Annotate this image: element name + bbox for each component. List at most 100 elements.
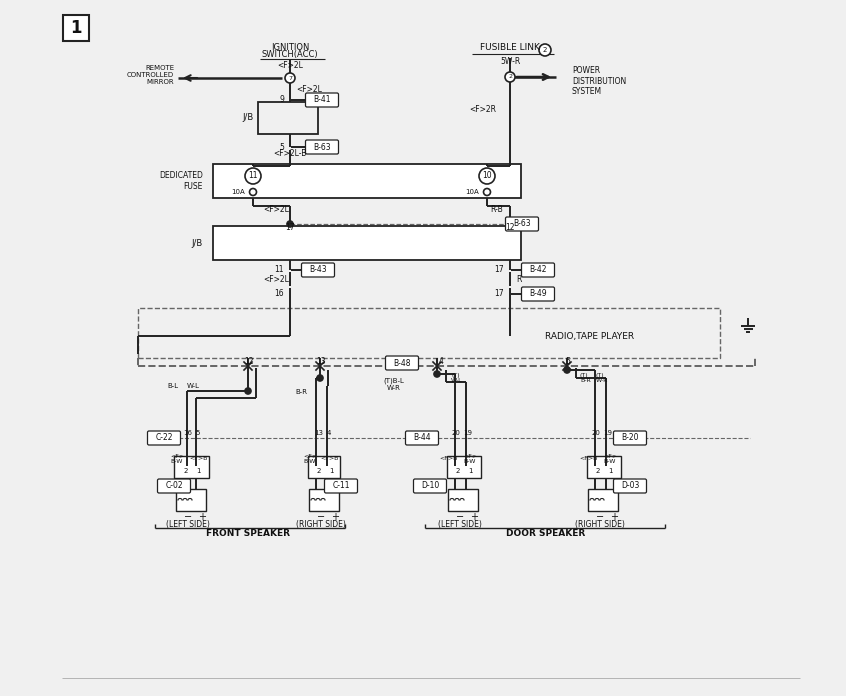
Text: 17: 17 <box>494 290 504 299</box>
Bar <box>213 226 521 260</box>
Text: SWITCH(ACC): SWITCH(ACC) <box>261 51 318 59</box>
Circle shape <box>507 221 513 227</box>
Bar <box>448 489 478 511</box>
Text: 2: 2 <box>316 468 321 474</box>
Text: B-20: B-20 <box>621 434 639 443</box>
Text: DEDICATED
FUSE: DEDICATED FUSE <box>159 171 203 191</box>
Text: B-L: B-L <box>167 383 178 389</box>
Text: <F>
B-W: <F> B-W <box>303 454 317 464</box>
FancyBboxPatch shape <box>506 217 539 231</box>
Text: 5: 5 <box>566 358 570 367</box>
Text: B-48: B-48 <box>393 358 411 367</box>
Text: 2: 2 <box>456 468 460 474</box>
Circle shape <box>434 371 440 377</box>
FancyBboxPatch shape <box>301 263 334 277</box>
FancyBboxPatch shape <box>325 479 358 493</box>
Text: 5: 5 <box>195 430 201 436</box>
Circle shape <box>484 189 491 196</box>
Text: B-63: B-63 <box>313 143 331 152</box>
Text: R: R <box>516 276 521 285</box>
Text: 5W-R: 5W-R <box>500 58 520 67</box>
Text: (LEFT SIDE): (LEFT SIDE) <box>166 519 210 528</box>
Bar <box>447 456 481 478</box>
Text: D-10: D-10 <box>420 482 439 491</box>
Text: <F>B: <F>B <box>190 457 208 461</box>
Text: 1: 1 <box>70 19 82 37</box>
Text: B-63: B-63 <box>514 219 530 228</box>
FancyBboxPatch shape <box>613 431 646 445</box>
Text: 20: 20 <box>452 430 460 436</box>
Text: 9: 9 <box>279 95 284 104</box>
Text: B-49: B-49 <box>530 290 547 299</box>
Text: J/B: J/B <box>192 239 203 248</box>
Text: <F>2L: <F>2L <box>263 205 289 214</box>
Text: 19: 19 <box>464 430 473 436</box>
Text: RADIO,TAPE PLAYER: RADIO,TAPE PLAYER <box>546 331 634 340</box>
FancyBboxPatch shape <box>386 356 419 370</box>
Text: R-B: R-B <box>490 205 503 214</box>
Text: 13: 13 <box>315 430 323 436</box>
Text: D-03: D-03 <box>621 482 640 491</box>
FancyBboxPatch shape <box>147 431 180 445</box>
Circle shape <box>245 388 251 394</box>
Text: <F>2R: <F>2R <box>469 106 496 115</box>
Text: +: + <box>331 512 339 522</box>
FancyBboxPatch shape <box>521 263 554 277</box>
Text: <F>2L: <F>2L <box>263 276 289 285</box>
Bar <box>174 456 209 478</box>
Text: 12: 12 <box>244 358 254 367</box>
Circle shape <box>539 44 551 56</box>
Text: REMOTE
CONTROLLED
MIRROR: REMOTE CONTROLLED MIRROR <box>127 65 174 85</box>
Text: 2: 2 <box>596 468 600 474</box>
Text: POWER
DISTRIBUTION
SYSTEM: POWER DISTRIBUTION SYSTEM <box>572 66 626 96</box>
Text: 10: 10 <box>482 171 492 180</box>
Text: −: − <box>184 512 192 522</box>
Text: C-11: C-11 <box>332 482 349 491</box>
Text: C-22: C-22 <box>156 434 173 443</box>
Bar <box>587 456 621 478</box>
Text: 16: 16 <box>184 430 193 436</box>
Text: 1: 1 <box>468 468 472 474</box>
FancyBboxPatch shape <box>157 479 190 493</box>
Text: 16: 16 <box>274 290 284 299</box>
Text: B-44: B-44 <box>413 434 431 443</box>
Circle shape <box>505 72 515 82</box>
Text: 17: 17 <box>285 223 294 232</box>
FancyBboxPatch shape <box>305 93 338 107</box>
Circle shape <box>245 168 261 184</box>
Text: +: + <box>610 512 618 522</box>
Text: J/B: J/B <box>243 113 254 122</box>
Circle shape <box>479 168 495 184</box>
Bar <box>308 456 340 478</box>
Text: B-43: B-43 <box>309 265 327 274</box>
Text: 11: 11 <box>274 265 284 274</box>
Text: (RIGHT SIDE): (RIGHT SIDE) <box>575 519 625 528</box>
Circle shape <box>250 189 256 196</box>
Text: 1: 1 <box>329 468 333 474</box>
Text: −: − <box>456 512 464 522</box>
Text: −: − <box>596 512 604 522</box>
Circle shape <box>285 73 295 83</box>
Text: 2: 2 <box>508 74 512 79</box>
Text: <F>B: <F>B <box>440 457 459 461</box>
Text: <F>B: <F>B <box>321 457 339 461</box>
Circle shape <box>317 375 323 381</box>
FancyBboxPatch shape <box>521 287 554 301</box>
Text: C-02: C-02 <box>165 482 183 491</box>
Text: W-R: W-R <box>387 385 401 391</box>
Text: (LEFT SIDE): (LEFT SIDE) <box>438 519 482 528</box>
Text: 2: 2 <box>543 47 547 53</box>
Text: B-41: B-41 <box>313 95 331 104</box>
FancyBboxPatch shape <box>305 140 338 154</box>
Text: 5: 5 <box>279 143 284 152</box>
Text: 19: 19 <box>603 430 613 436</box>
Text: +: + <box>198 512 206 522</box>
Bar <box>176 489 206 511</box>
Text: (T)
W-L: (T) W-L <box>451 372 463 383</box>
Circle shape <box>287 221 293 227</box>
Text: <F>2L-B: <F>2L-B <box>273 148 307 157</box>
Text: (T)B-L: (T)B-L <box>383 378 404 384</box>
Text: B-42: B-42 <box>530 265 547 274</box>
Text: DOOR SPEAKER: DOOR SPEAKER <box>507 528 585 537</box>
Text: <F>
B-W: <F> B-W <box>170 454 184 464</box>
